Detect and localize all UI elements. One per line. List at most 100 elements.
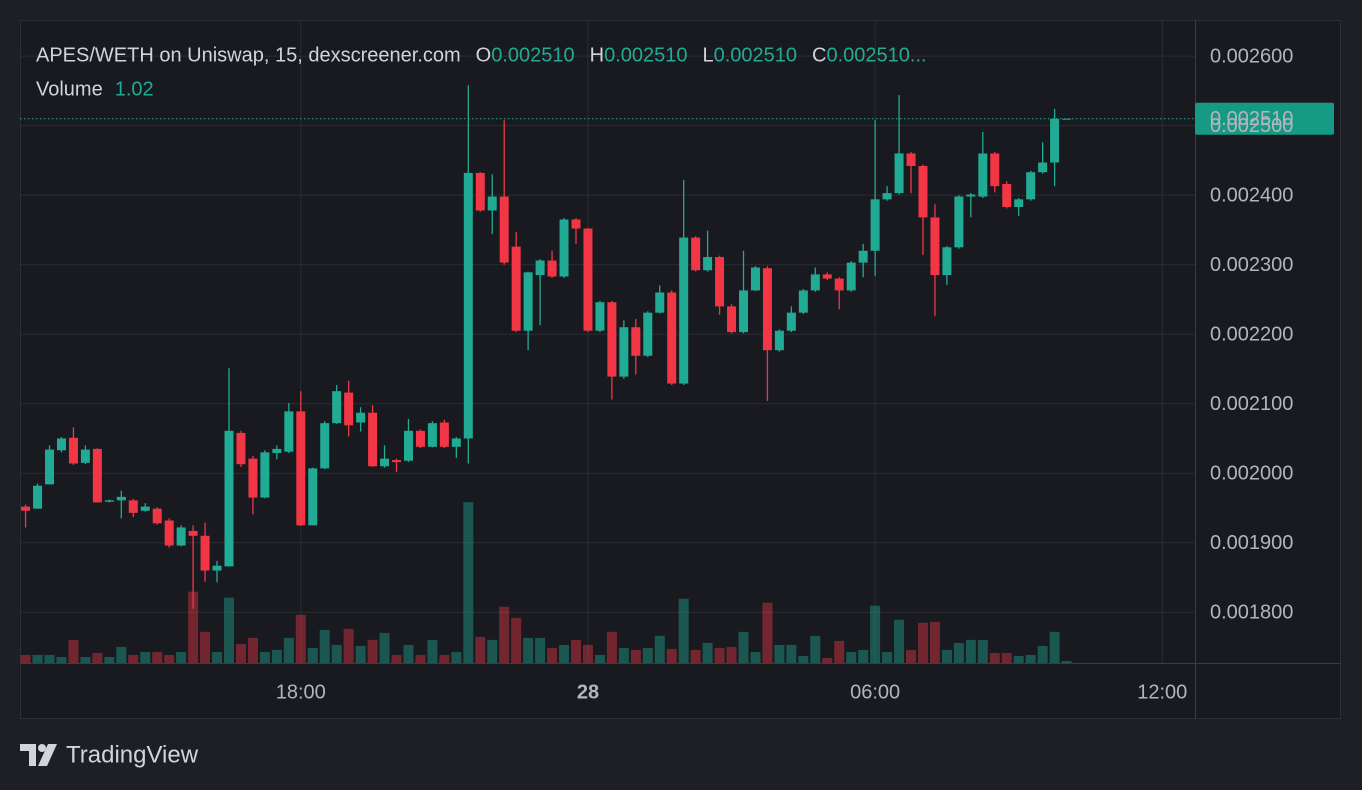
candle-body — [786, 312, 796, 331]
y-tick-label: 0.002000 — [1210, 463, 1293, 485]
volume-layer — [20, 502, 1072, 663]
candle-body — [116, 496, 126, 501]
volume-value: 1.02 — [115, 78, 154, 100]
legend-key: C — [812, 44, 826, 66]
candle-body — [679, 237, 689, 384]
volume-bar — [391, 654, 402, 663]
candle-body — [834, 278, 844, 291]
candle-body — [332, 391, 342, 424]
volume-bar — [941, 649, 952, 663]
brand-logo — [38, 744, 57, 766]
candle-body — [1050, 118, 1060, 163]
candle-body — [284, 411, 294, 452]
candle-body — [762, 268, 772, 351]
volume-bar — [92, 652, 103, 663]
candle-body — [104, 500, 114, 502]
volume-bar — [654, 635, 665, 663]
volume-bar — [822, 657, 833, 663]
volume-bar — [977, 639, 988, 663]
candle-body — [320, 423, 330, 469]
volume-bar — [965, 639, 976, 663]
volume-bar — [56, 656, 67, 663]
candle-body — [1038, 162, 1048, 173]
candle-body — [463, 172, 473, 439]
volume-bar — [463, 502, 474, 663]
volume-bar — [846, 651, 857, 663]
candle-body — [212, 565, 222, 571]
volume-bar — [750, 651, 761, 663]
volume-bar — [594, 654, 605, 663]
volume-bar — [630, 649, 641, 663]
volume-bar — [176, 651, 187, 663]
volume-bar — [188, 591, 199, 663]
candle-body — [882, 193, 892, 200]
candle-body — [272, 448, 282, 454]
volume-bar — [1001, 652, 1012, 663]
candle-body — [224, 430, 234, 567]
candle-body — [858, 250, 868, 263]
volume-bar — [200, 631, 211, 663]
candle-body — [260, 452, 270, 498]
candle-body — [1062, 118, 1072, 120]
overlay-layer: 0.002510 — [20, 102, 1334, 135]
y-tick-label: 0.002400 — [1210, 184, 1293, 206]
volume-bar — [1061, 660, 1072, 663]
volume-bar — [20, 654, 31, 663]
candle-body — [906, 153, 916, 166]
candle-body — [703, 257, 713, 271]
volume-bar — [570, 639, 581, 663]
legend-value: 0.002510... — [826, 44, 926, 66]
candle-body — [715, 257, 725, 307]
candle-body — [691, 237, 701, 271]
candle-body — [140, 506, 150, 511]
y-tick-label: 0.002300 — [1210, 254, 1293, 276]
volume-bar — [499, 606, 510, 663]
candle-body — [451, 438, 461, 447]
x-tick-label: 18:00 — [276, 681, 326, 703]
candle-body — [1002, 184, 1012, 207]
volume-bar — [223, 597, 234, 663]
volume-bar — [953, 642, 964, 663]
candle-body — [45, 449, 55, 485]
candle-body — [308, 468, 318, 526]
candle-body — [392, 460, 402, 463]
candle-body — [356, 412, 366, 423]
volume-bar — [774, 644, 785, 663]
candle-body — [930, 217, 940, 276]
candle-body — [296, 411, 306, 526]
candle-body — [667, 292, 677, 384]
candle-body — [595, 302, 605, 331]
volume-bar — [1025, 654, 1036, 663]
candle-body — [966, 194, 976, 197]
candle-body — [33, 485, 43, 509]
x-tick-label: 06:00 — [850, 681, 900, 703]
candle-body — [511, 246, 521, 331]
candle-body — [1026, 172, 1036, 200]
y-tick-label: 0.002500 — [1210, 115, 1293, 137]
candle-layer — [21, 85, 1072, 609]
volume-bar — [116, 646, 127, 663]
volume-bar — [271, 649, 282, 663]
candle-body — [559, 219, 569, 277]
brand: TradingView — [20, 741, 199, 768]
volume-bar — [559, 644, 570, 663]
last-price-label: 0.002510 — [1210, 108, 1293, 130]
volume-bar — [786, 644, 797, 663]
y-tick-label: 0.002600 — [1210, 45, 1293, 67]
volume-bar — [989, 652, 1000, 663]
volume-bar — [427, 639, 438, 663]
candle-body — [439, 422, 449, 447]
volume-bar — [128, 654, 139, 663]
candle-body — [380, 458, 390, 467]
volume-bar — [858, 649, 869, 663]
volume-bar — [104, 656, 115, 663]
candle-body — [810, 274, 820, 291]
volume-bar — [164, 654, 175, 663]
volume-bar — [834, 640, 845, 663]
candle-body — [152, 508, 162, 524]
volume-bar — [810, 635, 821, 663]
volume-bar — [917, 622, 928, 663]
candle-body — [822, 274, 832, 279]
candle-body — [870, 199, 880, 251]
